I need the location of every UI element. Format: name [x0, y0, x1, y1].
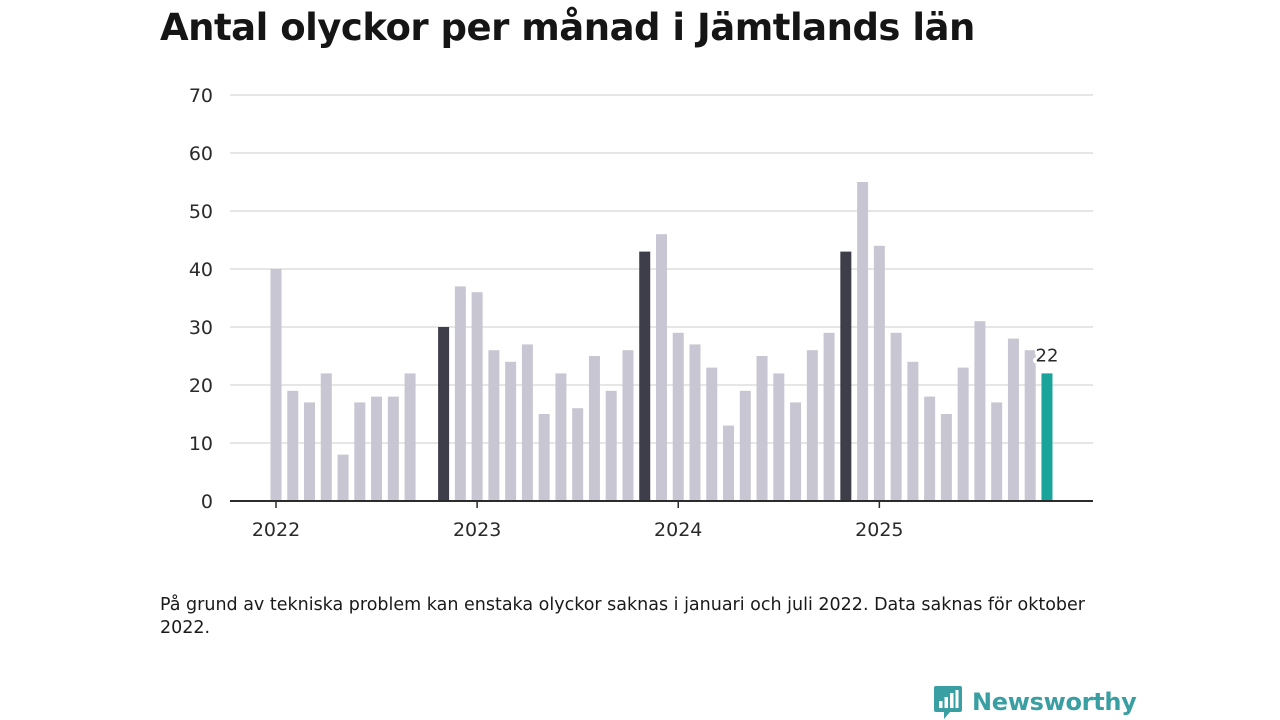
bar: [823, 332, 835, 501]
bar: [1007, 338, 1019, 501]
bar: [723, 425, 735, 501]
bar: [706, 367, 718, 501]
x-tick-label: 2025: [855, 519, 903, 541]
bar: [773, 373, 785, 501]
bar: [1024, 350, 1036, 501]
bar: [806, 350, 818, 501]
bar: [890, 332, 902, 501]
annotation-marker: [1032, 357, 1039, 364]
bar: [287, 390, 299, 501]
bar: [337, 454, 349, 501]
bar: [756, 356, 768, 501]
data-label-current: 22: [1036, 345, 1059, 366]
bar: [940, 414, 952, 501]
bar-chart: 0 10 20 30 40 50 60 70 2022 2023 2024 2025 22: [189, 85, 1093, 541]
bar: [857, 182, 869, 501]
newsworthy-logo[interactable]: Newsworthy: [932, 684, 1137, 720]
bar: [622, 350, 634, 501]
bar: [974, 321, 986, 501]
bar: [873, 245, 885, 501]
y-tick-label: 30: [189, 317, 213, 339]
bar-highlighted: [438, 327, 450, 501]
x-tick-label: 2024: [654, 519, 702, 541]
bar: [907, 361, 919, 501]
bar-highlighted: [639, 251, 651, 501]
y-tick-label: 10: [189, 433, 213, 455]
bar: [538, 414, 550, 501]
bar: [655, 234, 667, 501]
bar: [672, 332, 684, 501]
y-tick-label: 0: [201, 491, 213, 513]
bar: [924, 396, 936, 501]
bar: [404, 373, 416, 501]
bar: [521, 344, 533, 501]
bar: [957, 367, 969, 501]
bar: [371, 396, 383, 501]
newsworthy-logo-icon: [934, 686, 962, 719]
bar: [505, 361, 517, 501]
bar: [588, 356, 600, 501]
bar: [739, 390, 751, 501]
bar: [605, 390, 617, 501]
bar: [991, 402, 1003, 501]
bar: [555, 373, 567, 501]
chart-title: Antal olyckor per månad i Jämtlands län: [160, 6, 975, 49]
bar-current: [1041, 373, 1053, 501]
bar: [304, 402, 316, 501]
bar: [320, 373, 332, 501]
bar: [689, 344, 701, 501]
bar: [471, 292, 483, 501]
bar: [572, 408, 584, 501]
bar-highlighted: [840, 251, 852, 501]
footnote: På grund av tekniska problem kan enstaka…: [160, 595, 1085, 638]
bar: [387, 396, 399, 501]
y-tick-label: 60: [189, 143, 213, 165]
y-tick-label: 40: [189, 259, 213, 281]
y-tick-label: 50: [189, 201, 213, 223]
bar: [454, 286, 466, 501]
bar: [354, 402, 366, 501]
bar: [488, 350, 500, 501]
brand-name: Newsworthy: [972, 688, 1137, 716]
y-tick-label: 70: [189, 85, 213, 107]
x-tick-label: 2022: [252, 519, 300, 541]
y-tick-label: 20: [189, 375, 213, 397]
bar: [790, 402, 802, 501]
x-tick-label: 2023: [453, 519, 501, 541]
bar: [270, 269, 282, 501]
